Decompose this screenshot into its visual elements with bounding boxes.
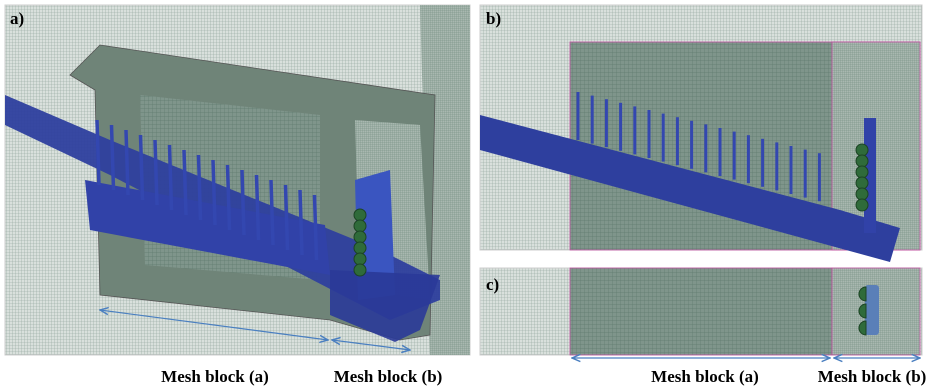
caption: Mesh block (b) bbox=[334, 367, 443, 386]
cylinder bbox=[865, 285, 879, 335]
caption: Mesh block (b) bbox=[818, 367, 927, 386]
rod bbox=[199, 155, 201, 220]
sphere bbox=[354, 242, 366, 254]
rod bbox=[141, 135, 143, 200]
rod bbox=[257, 175, 259, 240]
sphere bbox=[354, 253, 366, 265]
rod bbox=[184, 150, 186, 215]
sphere bbox=[354, 220, 366, 232]
sphere bbox=[856, 177, 868, 189]
sphere bbox=[856, 166, 868, 178]
rod bbox=[271, 180, 273, 245]
sphere bbox=[856, 199, 868, 211]
panel-b: b) bbox=[480, 5, 922, 262]
sphere bbox=[354, 264, 366, 276]
sphere bbox=[856, 144, 868, 156]
mesh-block bbox=[570, 268, 832, 355]
panel-label: a) bbox=[10, 9, 24, 28]
page: {"panel_a": {"label": "a)", "captions": … bbox=[0, 0, 944, 390]
rod bbox=[286, 185, 288, 250]
rod bbox=[228, 165, 230, 230]
sphere bbox=[856, 188, 868, 200]
caption: Mesh block (a) bbox=[161, 367, 269, 386]
panel-label: c) bbox=[486, 275, 499, 294]
panel-label: b) bbox=[486, 9, 501, 28]
sphere bbox=[354, 231, 366, 243]
caption: Mesh block (a) bbox=[651, 367, 759, 386]
rod bbox=[300, 190, 302, 255]
sphere bbox=[354, 209, 366, 221]
rod bbox=[126, 130, 128, 195]
rod bbox=[315, 195, 317, 260]
rod bbox=[242, 170, 244, 235]
rod bbox=[112, 125, 114, 190]
rod bbox=[155, 140, 157, 205]
panel-c: c) Mesh block (a) Mesh block (b) bbox=[480, 268, 926, 386]
panel-a: a) Mesh block (a) Mesh block (b) bbox=[5, 5, 470, 386]
sphere bbox=[856, 155, 868, 167]
figure: a) Mesh block (a) Mesh block (b) b) c) M… bbox=[0, 0, 944, 390]
rod bbox=[170, 145, 172, 210]
rod bbox=[213, 160, 215, 225]
rod bbox=[97, 120, 99, 185]
